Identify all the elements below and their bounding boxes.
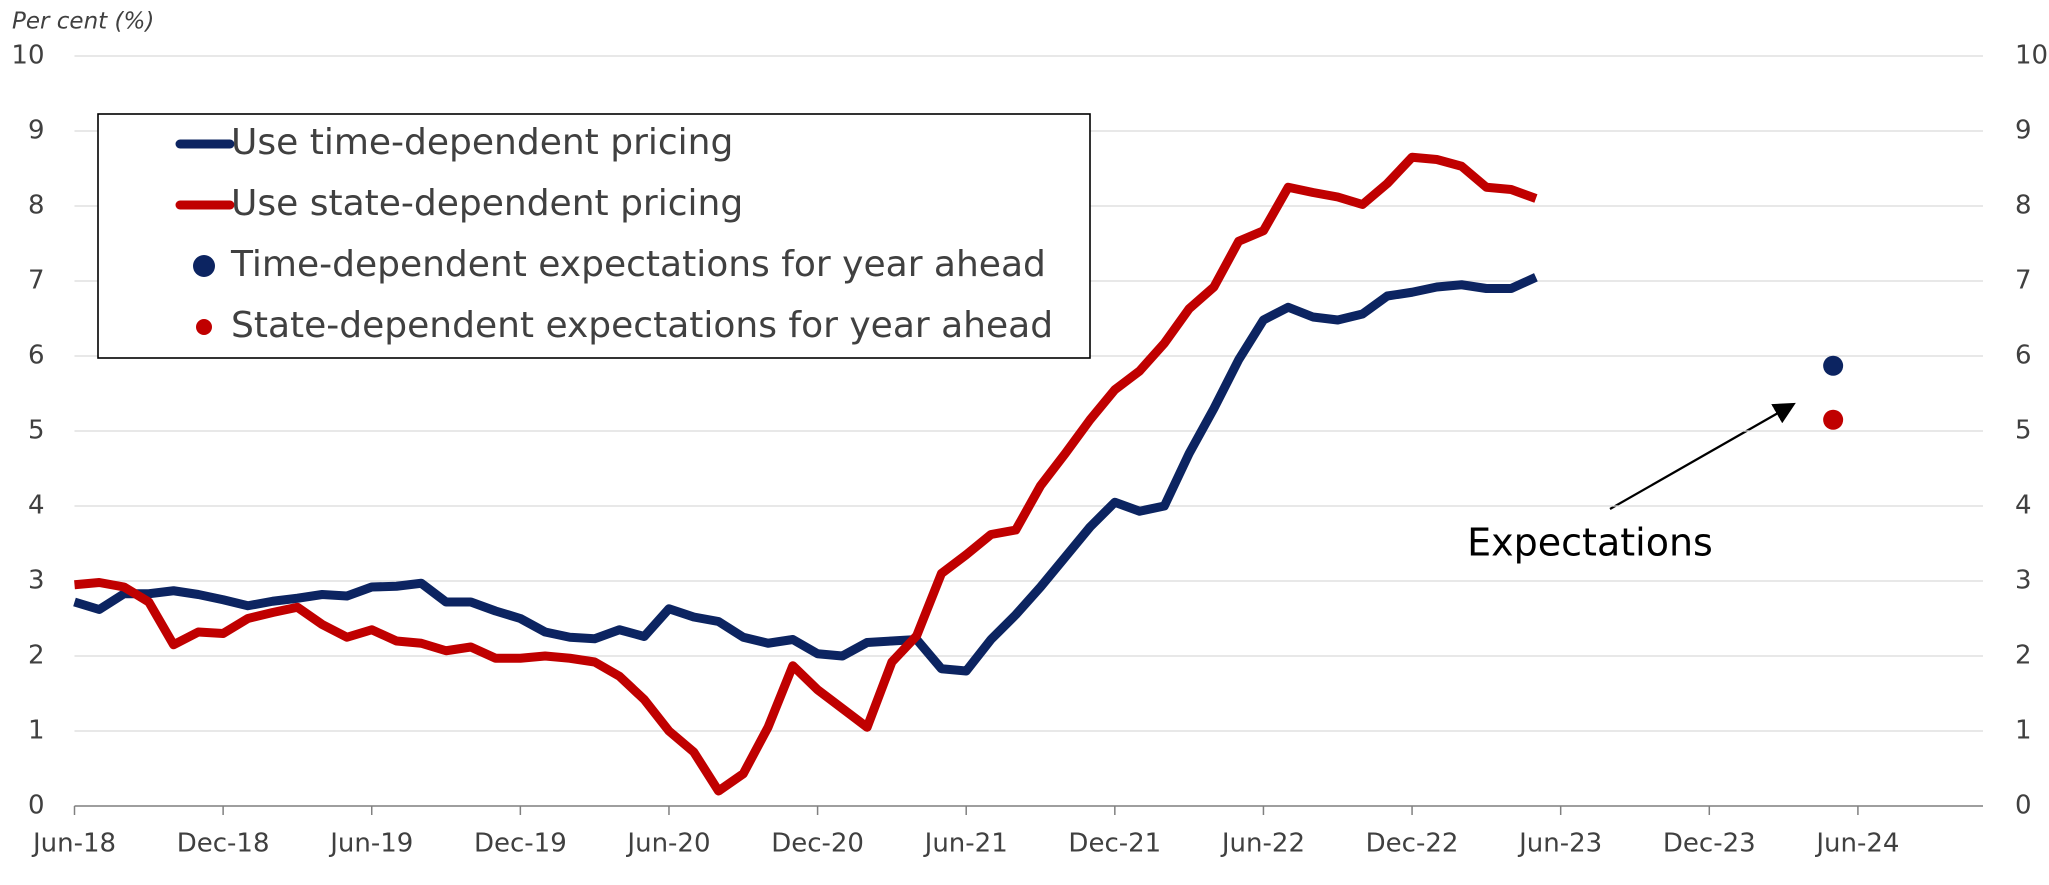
- y2-tick-label: 3: [2015, 566, 2032, 596]
- y-tick-label: 7: [28, 266, 45, 296]
- y2-tick-label: 10: [2015, 41, 2048, 71]
- y-tick-label: 4: [28, 491, 45, 521]
- y-axis-label: Per cent (%): [12, 9, 154, 35]
- legend-label: Use time-dependent pricing: [231, 122, 733, 163]
- line-series: [73, 273, 1538, 676]
- annotation-arrow: [1609, 402, 1796, 510]
- x-tick-label: Dec-22: [1366, 829, 1459, 859]
- expectation-dot: [1823, 355, 1844, 376]
- annotation: Expectations: [1467, 521, 1713, 565]
- y2-tick-label: 9: [2015, 116, 2032, 146]
- y2-tick-label: 6: [2015, 341, 2032, 371]
- legend-swatch: [196, 319, 212, 335]
- y-tick-label: 5: [28, 416, 45, 446]
- y-tick-label: 2: [28, 641, 45, 671]
- y2-tick-label: 5: [2015, 416, 2032, 446]
- y2-tick-label: 2: [2015, 641, 2032, 671]
- x-tick-label: Dec-18: [177, 829, 270, 859]
- line-series: [74, 152, 1538, 796]
- y-tick-label: 6: [28, 341, 45, 371]
- x-tick-label: Dec-21: [1068, 829, 1161, 859]
- y-tick-label: 3: [28, 566, 45, 596]
- y-tick-label: 9: [28, 116, 45, 146]
- x-tick-label: Dec-23: [1663, 829, 1756, 859]
- x-tick-label: Jun-23: [1517, 829, 1602, 859]
- legend-label: Time-dependent expectations for year ahe…: [230, 244, 1046, 285]
- legend: Use time-dependent pricing Use state-depe…: [97, 113, 1091, 359]
- y-tick-label: 10: [11, 41, 44, 71]
- y2-tick-label: 0: [2015, 791, 2032, 821]
- y2-tick-label: 1: [2015, 716, 2032, 746]
- y2-tick-label: 4: [2015, 491, 2032, 521]
- x-tick-label: Jun-18: [31, 829, 116, 859]
- x-tick-label: Jun-20: [625, 829, 710, 859]
- x-tick-label: Jun-24: [1814, 829, 1899, 859]
- x-tick-label: Dec-20: [771, 829, 864, 859]
- x-tick-label: Jun-19: [328, 829, 413, 859]
- y-tick-label: 1: [28, 716, 45, 746]
- x-tick-label: Jun-22: [1220, 829, 1305, 859]
- x-tick-label: Jun-21: [923, 829, 1008, 859]
- expectation-dot: [1823, 409, 1844, 430]
- y-tick-label: 0: [28, 791, 45, 821]
- legend-box: [97, 113, 1091, 359]
- y2-tick-label: 8: [2015, 191, 2032, 221]
- y-tick-label: 8: [28, 191, 45, 221]
- x-tick-label: Dec-19: [474, 829, 567, 859]
- legend-label: Use state-dependent pricing: [231, 183, 743, 224]
- legend-swatch: [193, 255, 215, 277]
- legend-label: State-dependent expectations for year ah…: [231, 305, 1053, 346]
- y2-tick-label: 7: [2015, 266, 2032, 296]
